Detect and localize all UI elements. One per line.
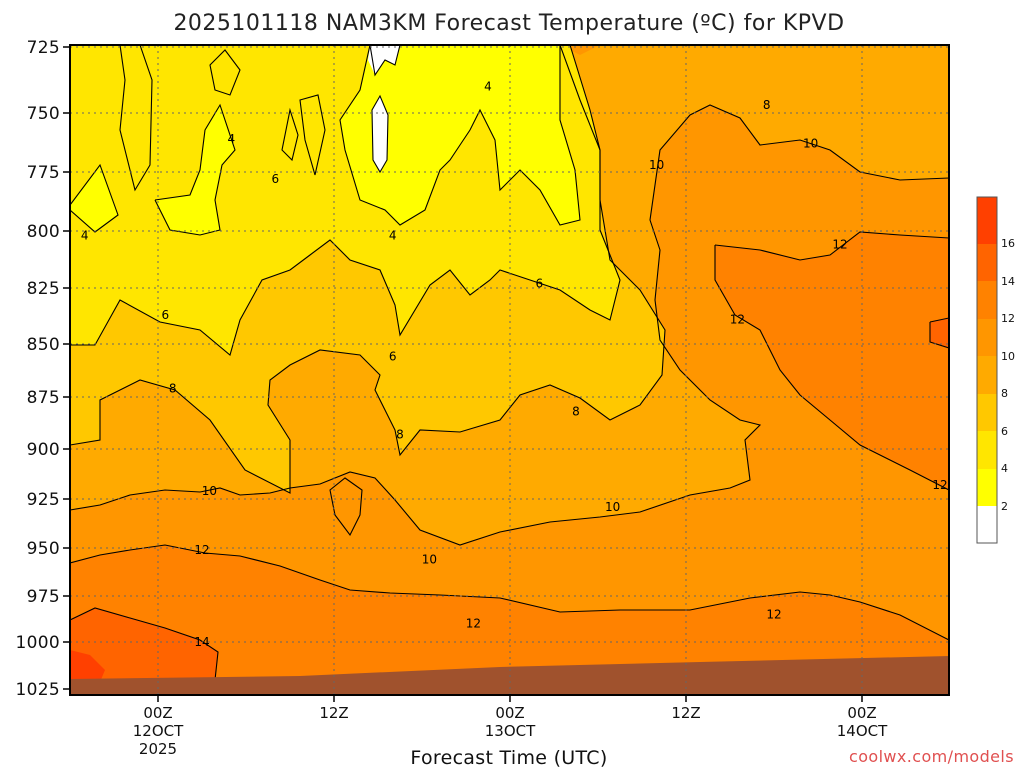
y-tick-label: 850 [27,335,60,355]
contour-label: 12 [932,478,947,492]
temperature-field: 4 4 4 4 6 6 6 6 8 8 8 8 10 10 10 10 10 12 12 12 12 12 12 14 [70,45,949,695]
colorbar-tick-label: 2 [1001,500,1008,513]
contour-14 [70,317,949,681]
band-12-14-upper [715,232,949,490]
colorbar-tick-label: 6 [1001,425,1008,438]
colorbar: 2 4 6 8 10 12 14 16 [976,196,1015,544]
contour-label: 12 [766,607,781,621]
y-tick-label: 1025 [16,680,60,700]
x-axis-label: Forecast Time (UTC) [410,747,607,768]
contour-label: 8 [572,405,580,419]
colorbar-swatch [977,469,997,506]
grid [70,45,949,695]
contour-10 [70,104,949,546]
contour-label: 4 [228,132,236,146]
colorbar-swatch [977,281,997,319]
colorbar-swatch [977,356,997,394]
contour-label: 6 [536,276,544,290]
x-tick-label: 12Z [671,704,700,722]
contour-label: 8 [169,382,177,396]
band-below-2 [368,45,400,172]
colorbar-swatch [977,319,997,356]
colorbar-swatch [977,197,997,244]
contour-label: 12 [194,543,209,557]
contour-label: 6 [162,308,170,322]
contour-labels: 4 4 4 4 6 6 6 6 8 8 8 8 10 10 10 10 10 12 12 12 12 12 12 14 [81,80,948,649]
colorbar-swatch [977,244,997,281]
contour-label: 10 [605,500,620,514]
x-axis: 00Z 12OCT 2025 12Z 00Z 13OCT 12Z 00Z 14O… [133,695,888,758]
y-tick-label: 800 [27,222,60,242]
contour-label: 10 [803,137,818,151]
x-tick-label: 00Z [143,704,172,722]
y-tick-label: 825 [27,279,60,299]
band-2-4 [70,45,580,235]
contour-label: 10 [202,484,217,498]
colorbar-swatch [977,394,997,431]
y-tick-label: 725 [27,38,60,58]
contour-12-upper [714,231,949,491]
contour-label: 4 [81,229,89,243]
y-tick-label: 875 [27,388,60,408]
colorbar-swatch [977,506,997,543]
contour-8 [70,45,666,494]
contour-8-cells [119,45,363,537]
x-tick-label: 00Z [495,704,524,722]
y-tick-label: 900 [27,440,60,460]
y-tick-label: 925 [27,490,60,510]
colorbar-tick-label: 12 [1001,312,1015,325]
x-tick-label: 12Z [319,704,348,722]
colorbar-frame [976,196,998,544]
contour-4 [70,45,581,236]
x-tick-label: 12OCT [133,722,184,740]
contour-label: 12 [730,312,745,326]
contour-label: 12 [832,238,847,252]
contour-label: 6 [389,350,397,364]
contour-label: 4 [389,229,397,243]
colorbar-tick-label: 8 [1001,387,1008,400]
colorbar-tick-label: 14 [1001,275,1015,288]
y-tick-label: 950 [27,539,60,559]
contour-label: 8 [396,427,404,441]
contour-6 [70,45,621,356]
contour-label: 4 [484,80,492,94]
y-tick-label: 775 [27,163,60,183]
y-tick-label: 975 [27,587,60,607]
x-tick-label: 2025 [139,740,177,758]
x-tick-label: 13OCT [485,722,536,740]
band-4-6 [70,45,620,355]
y-tick-label: 750 [27,104,60,124]
chart-title: 2025101118 NAM3KM Forecast Temperature (… [173,11,844,36]
band-12-14-lower [70,545,949,695]
colorbar-tick-label: 10 [1001,350,1015,363]
y-tick-label: 1000 [16,633,60,653]
x-tick-label: 14OCT [837,722,888,740]
contour-label: 8 [763,98,771,112]
contour-label: 14 [194,635,209,649]
band-16-plus [70,650,105,682]
contour-label: 6 [272,172,280,186]
contour-label: 12 [466,617,481,631]
colorbar-tick-label: 4 [1001,462,1008,475]
colorbar-tick-label: 16 [1001,237,1015,250]
x-tick-label: 00Z [847,704,876,722]
contour-2 [369,45,401,174]
credit-link[interactable]: coolwx.com/models [849,747,1014,766]
contour-label: 10 [649,158,664,172]
colorbar-swatch [977,431,997,469]
contour-label: 10 [422,553,437,567]
y-axis: 725 750 775 800 825 850 875 900 925 950 … [16,38,70,700]
